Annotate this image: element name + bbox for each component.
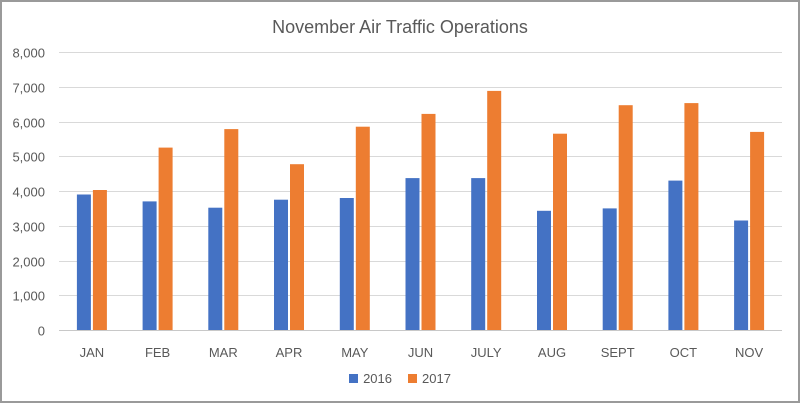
bar-2016-aug — [537, 210, 551, 330]
legend-item-2017: 2017 — [408, 371, 451, 386]
legend-swatch-2017 — [408, 374, 417, 383]
bar-2017-jun — [421, 113, 436, 331]
bar-2017-may — [355, 126, 370, 330]
bar-2016-jun — [405, 178, 420, 330]
legend-label-2017: 2017 — [422, 371, 451, 386]
legend-swatch-2016 — [349, 374, 359, 383]
bar-2016-oct — [668, 180, 683, 330]
y-tick-label: 4,000 — [12, 185, 45, 200]
x-tick-label: APR — [276, 345, 303, 360]
bar-2017-july — [487, 90, 502, 331]
x-tick-label: AUG — [538, 345, 566, 360]
bar-2016-july — [471, 178, 486, 330]
x-tick-label: NOV — [735, 345, 764, 360]
y-tick-label: 1,000 — [12, 289, 45, 304]
x-tick-label: MAY — [341, 345, 369, 360]
bar-2016-sept — [602, 208, 617, 330]
bar-2017-sept — [618, 105, 633, 330]
bar-2016-feb — [142, 201, 157, 330]
bar-2017-mar — [224, 129, 239, 330]
y-tick-label: 5,000 — [12, 150, 45, 165]
bar-2016-mar — [208, 207, 223, 330]
y-tick-label: 8,000 — [12, 46, 45, 61]
x-tick-label: SEPT — [601, 345, 635, 360]
bar-2017-oct — [684, 103, 699, 330]
bar-2016-nov — [734, 220, 749, 330]
bar-2016-apr — [274, 199, 288, 330]
bar-2016-jan — [76, 194, 91, 330]
bar-2017-feb — [158, 147, 173, 330]
bar-2017-aug — [553, 133, 567, 330]
x-tick-label: JULY — [471, 345, 502, 360]
y-tick-label: 3,000 — [12, 220, 45, 235]
x-tick-label: JAN — [80, 345, 105, 360]
legend-label-2016: 2016 — [363, 371, 392, 386]
x-tick-label: MAR — [209, 345, 238, 360]
bar-2016-may — [339, 198, 354, 330]
bar-2017-apr — [290, 164, 304, 330]
chart-title: November Air Traffic Operations — [272, 17, 528, 37]
x-tick-label: FEB — [145, 345, 170, 360]
x-tick-label: OCT — [670, 345, 698, 360]
y-tick-label: 7,000 — [12, 81, 45, 96]
y-tick-label: 6,000 — [12, 116, 45, 131]
bar-2017-jan — [92, 190, 107, 330]
y-tick-label: 2,000 — [12, 255, 45, 270]
bar-2017-nov — [750, 131, 765, 330]
legend: 2016 2017 — [0, 371, 800, 386]
y-tick-label: 0 — [38, 324, 45, 339]
x-tick-label: JUN — [408, 345, 433, 360]
legend-item-2016: 2016 — [349, 371, 392, 386]
